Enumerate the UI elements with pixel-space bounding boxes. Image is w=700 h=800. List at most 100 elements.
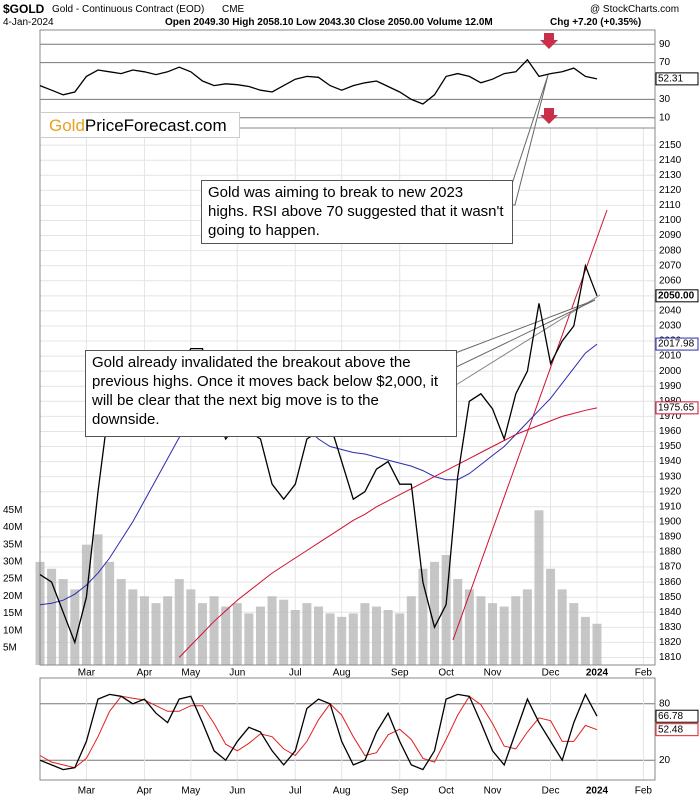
- y-tick-label: 1810: [659, 652, 682, 663]
- volume-bar: [163, 596, 173, 665]
- volume-bar: [174, 579, 184, 665]
- y-tick-label: 1890: [659, 532, 682, 543]
- volume-bar: [534, 510, 544, 665]
- series-line: [39, 58, 598, 105]
- y-tick-label: 1960: [659, 426, 682, 437]
- y-tick-label: 1950: [659, 441, 682, 452]
- y-tick-label: 1970: [659, 411, 682, 422]
- volume-bar: [267, 596, 277, 665]
- series-line: [39, 343, 598, 606]
- x-tick-label: Mar: [78, 668, 96, 679]
- y-tick-label: 20: [659, 755, 671, 766]
- y2-tick-label: 5M: [3, 642, 17, 653]
- y-tick-label: 2130: [659, 170, 682, 181]
- logo-part: Gold: [49, 116, 85, 135]
- y-tick-label: 2150: [659, 140, 682, 151]
- y-tick-label: 90: [659, 39, 671, 50]
- value-label: 66.78: [658, 711, 683, 722]
- series-line: [39, 695, 598, 769]
- volume-bar: [81, 544, 91, 665]
- volume-bar: [453, 579, 463, 665]
- x-tick-label: Aug: [333, 668, 351, 679]
- y-tick-label: 2040: [659, 306, 682, 317]
- x-tick-label: Jul: [289, 786, 302, 797]
- volume-bar: [464, 589, 474, 665]
- x-tick-label: Aug: [333, 786, 351, 797]
- y2-tick-label: 25M: [3, 574, 22, 585]
- y-tick-label: 1910: [659, 501, 682, 512]
- volume-bar: [244, 613, 254, 665]
- x-tick-label: Sep: [391, 668, 409, 679]
- value-label-box: [655, 723, 699, 737]
- volume-bar: [488, 603, 498, 665]
- arrow: [540, 33, 558, 49]
- volume-bar: [313, 606, 323, 665]
- y2-tick-label: 30M: [3, 557, 22, 568]
- volume-bar: [93, 534, 103, 665]
- volume-bar: [360, 603, 370, 665]
- volume-bar: [580, 616, 590, 665]
- x-tick-label: Apr: [137, 668, 153, 679]
- volume-bar: [522, 589, 532, 665]
- y-tick-label: 1870: [659, 562, 682, 573]
- x-tick-label: Jun: [229, 786, 245, 797]
- x-tick-label: Nov: [484, 786, 502, 797]
- volume-bar: [186, 589, 196, 665]
- x-tick-label: May: [181, 668, 200, 679]
- y-tick-label: 1850: [659, 592, 682, 603]
- value-label: 2050.00: [658, 290, 695, 301]
- volume-bar: [70, 589, 80, 665]
- y-tick-label: 2080: [659, 245, 682, 256]
- y-tick-label: 2010: [659, 351, 682, 362]
- volume-bar: [406, 596, 416, 665]
- trend-line: [439, 294, 601, 396]
- series-line: [178, 407, 598, 658]
- y-tick-label: 70: [659, 57, 671, 68]
- volume-bar: [279, 599, 289, 665]
- source: @ StockCharts.com: [590, 4, 680, 15]
- stats: Open 2049.30 High 2058.10 Low 2043.30 Cl…: [165, 17, 493, 28]
- volume-bar: [221, 606, 231, 665]
- value-label-box: [655, 289, 699, 303]
- volume-bar: [418, 568, 428, 665]
- x-tick-label: Apr: [137, 786, 153, 797]
- value-label: 2017.98: [658, 339, 695, 350]
- volume-bar: [430, 561, 440, 665]
- y-tick-label: 2070: [659, 260, 682, 271]
- value-label: 1975.65: [658, 402, 695, 413]
- volume-bar: [47, 568, 57, 665]
- y2-tick-label: 35M: [3, 539, 22, 550]
- x-tick-label: Jul: [289, 668, 302, 679]
- value-label-box: [655, 401, 699, 415]
- logo: GoldPriceForecast.com: [40, 112, 240, 138]
- y2-tick-label: 10M: [3, 625, 22, 636]
- x-tick-label: Jun: [229, 668, 245, 679]
- change: Chg +7.20 (+0.35%): [550, 17, 642, 28]
- x-tick-label: Dec: [542, 786, 560, 797]
- y2-tick-label: 40M: [3, 522, 22, 533]
- y-tick-label: 1940: [659, 456, 682, 467]
- volume-bar: [151, 603, 161, 665]
- x-tick-label: 2024: [586, 786, 609, 797]
- y-tick-label: 10: [659, 112, 671, 123]
- volume-bar: [232, 603, 242, 665]
- y-tick-label: 1900: [659, 516, 682, 527]
- x-tick-label: 2024: [586, 668, 609, 679]
- y-tick-label: 1880: [659, 547, 682, 558]
- x-tick-label: Mar: [78, 786, 96, 797]
- y-tick-label: 2060: [659, 275, 682, 286]
- x-tick-label: Feb: [635, 786, 653, 797]
- volume-bar: [569, 603, 579, 665]
- y2-tick-label: 15M: [3, 608, 22, 619]
- volume-bar: [592, 623, 602, 665]
- date: 4-Jan-2024: [3, 17, 54, 28]
- volume-bar: [348, 613, 358, 665]
- volume-bar: [139, 596, 149, 665]
- value-label-box: [655, 72, 699, 86]
- volume-bar: [557, 589, 567, 665]
- exchange: CME: [222, 4, 245, 15]
- y-tick-label: 1860: [659, 577, 682, 588]
- panel-frame: [39, 127, 656, 666]
- symbol: $GOLD: [3, 2, 45, 16]
- y2-tick-label: 45M: [3, 505, 22, 516]
